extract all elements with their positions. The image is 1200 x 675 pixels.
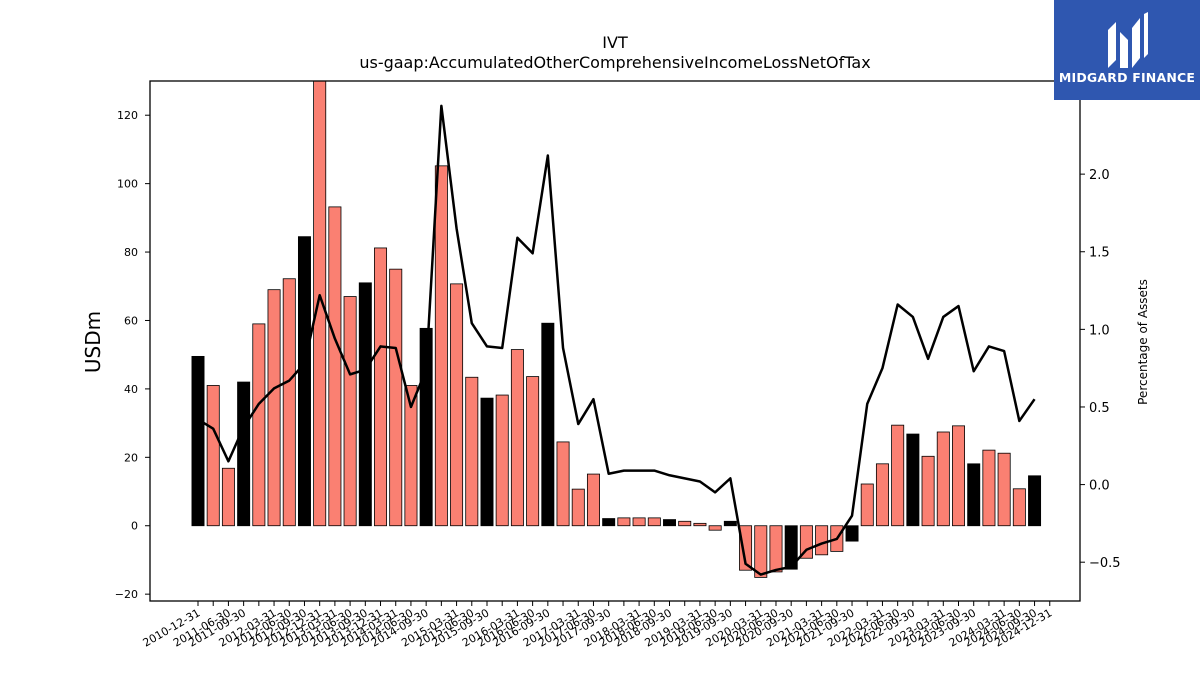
y2-tick-label: 0.0	[1089, 479, 1110, 494]
bar	[571, 488, 585, 527]
bar	[495, 394, 509, 527]
y-tick-label: 0	[131, 520, 138, 533]
bar	[328, 206, 342, 527]
y2-tick-label: 0.5	[1089, 401, 1110, 416]
chart-title: IVT	[602, 33, 628, 52]
bar	[982, 449, 996, 527]
y-axis-label: USDm	[81, 311, 105, 373]
bar	[434, 165, 448, 527]
line-layer	[197, 104, 1036, 576]
bar	[739, 525, 753, 571]
bar	[921, 455, 935, 527]
midgard-logo-icon	[1108, 12, 1148, 68]
bar	[237, 381, 251, 527]
y2-tick-label: 1.5	[1089, 246, 1110, 261]
bar	[875, 463, 889, 527]
bar	[313, 80, 327, 527]
bar	[906, 433, 920, 527]
bar	[206, 385, 220, 527]
y2-tick-label: 1.0	[1089, 323, 1110, 338]
bar	[404, 385, 418, 527]
y-tick-label: 40	[124, 383, 138, 396]
bar	[389, 268, 403, 527]
bar	[297, 236, 311, 527]
y-tick-label: 20	[124, 451, 138, 464]
logo-text: MIDGARD FINANCE	[1058, 70, 1196, 85]
y2-axis-label: Percentage of Assets	[1136, 279, 1150, 405]
bar	[678, 520, 692, 527]
y2-tick-label: −0.5	[1089, 556, 1121, 571]
bar	[769, 525, 783, 573]
chart-subtitle: us-gaap:AccumulatedOtherComprehensiveInc…	[359, 53, 870, 72]
y-tick-label: 120	[117, 109, 138, 122]
y-tick-label: −20	[115, 588, 138, 601]
bar	[708, 525, 722, 531]
bar	[723, 520, 737, 527]
y2-tick-label: 2.0	[1089, 168, 1110, 183]
bar	[845, 525, 859, 542]
bar	[632, 517, 646, 527]
y-tick-label: 60	[124, 314, 138, 327]
bar	[815, 525, 829, 556]
bar	[541, 322, 555, 527]
bar	[526, 376, 540, 527]
axes-layer: −20020406080100120−0.50.00.51.01.52.0201…	[115, 80, 1121, 650]
bar	[754, 525, 768, 578]
bar	[480, 397, 494, 527]
bar	[510, 349, 524, 527]
bar	[191, 355, 205, 527]
bar	[936, 431, 950, 527]
bar	[952, 425, 965, 527]
bar	[586, 473, 600, 527]
bar	[450, 283, 464, 527]
bar	[799, 525, 813, 559]
bars-layer	[191, 80, 1042, 578]
bar	[891, 424, 905, 527]
plot-frame	[149, 80, 1081, 602]
bar	[602, 518, 616, 527]
series-line	[197, 104, 1036, 576]
bar	[1028, 475, 1042, 527]
bar	[663, 519, 676, 527]
bar	[358, 282, 372, 527]
y-tick-label: 100	[117, 178, 138, 191]
bar	[997, 452, 1011, 527]
bar	[693, 522, 707, 527]
bar	[967, 463, 981, 527]
bar	[647, 517, 661, 527]
bar	[282, 278, 296, 527]
bar	[1012, 488, 1026, 527]
bar	[267, 289, 281, 527]
bar	[556, 441, 570, 527]
bar	[465, 376, 479, 527]
bar	[617, 517, 631, 527]
bar	[221, 467, 235, 527]
bar	[252, 323, 266, 527]
bar	[374, 247, 388, 527]
bar	[343, 296, 357, 527]
y-tick-label: 80	[124, 246, 138, 259]
midgard-finance-logo: MIDGARD FINANCE	[1054, 0, 1200, 100]
bar	[784, 525, 798, 570]
bar	[860, 483, 874, 527]
